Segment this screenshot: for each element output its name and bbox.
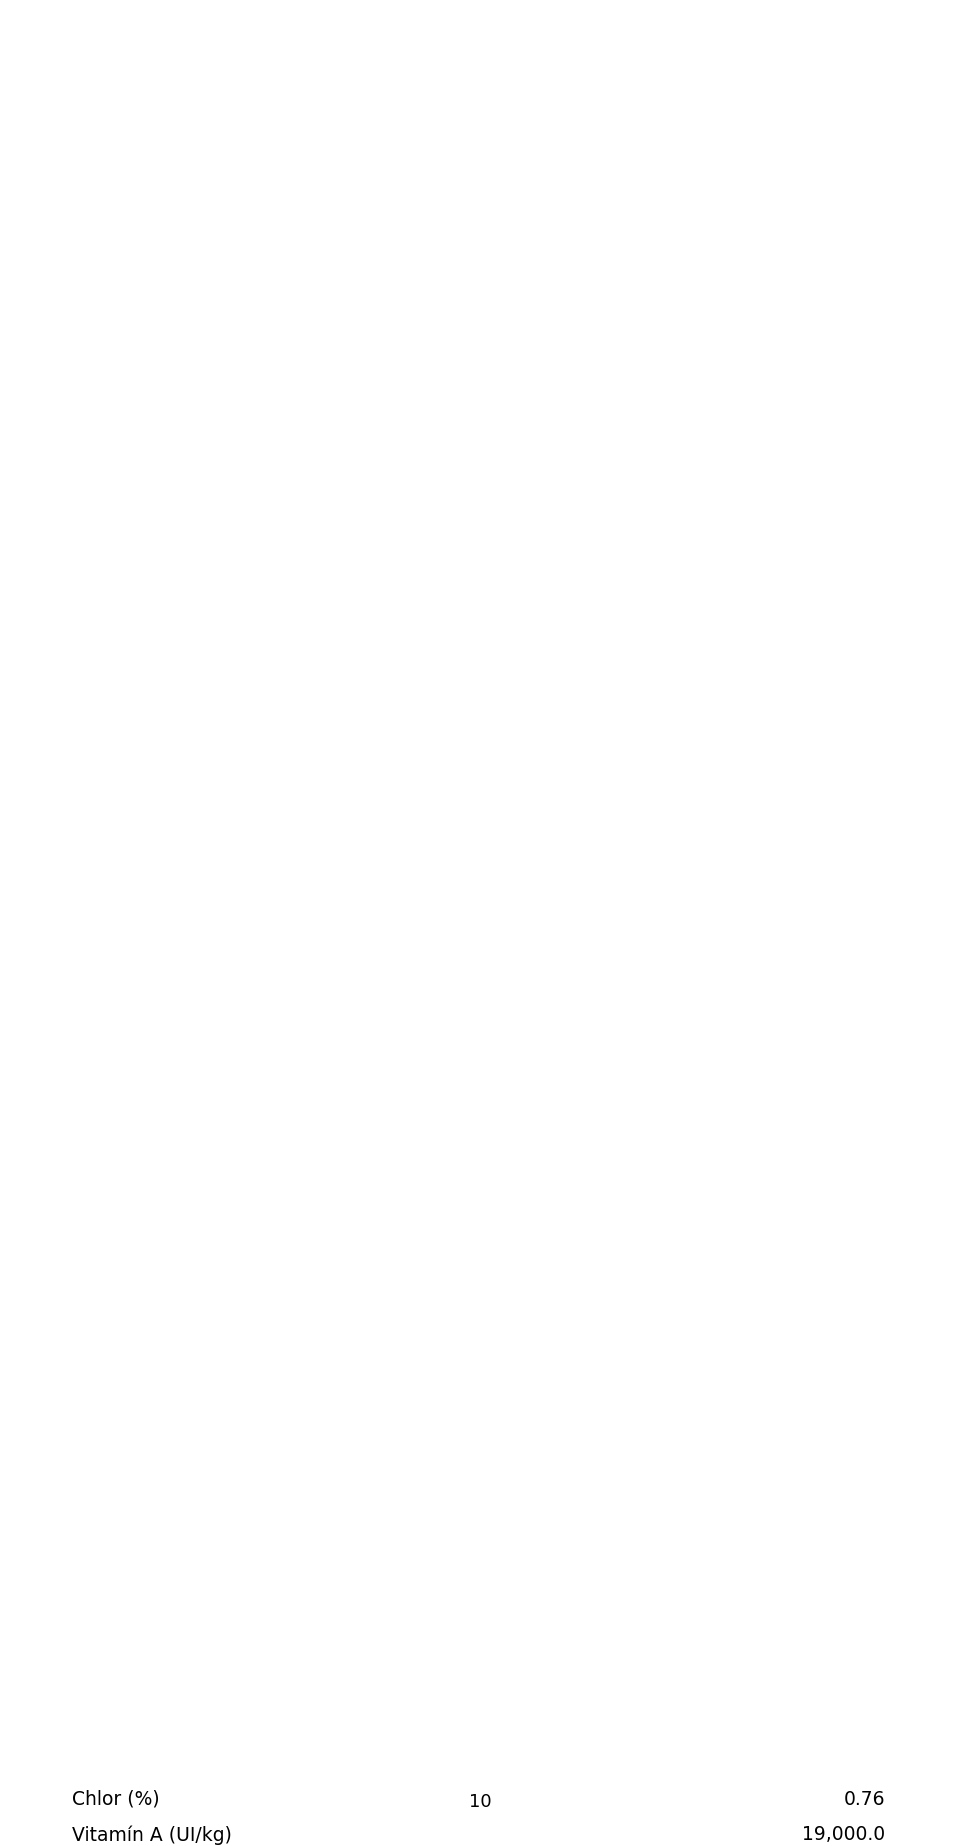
Text: Vitamín A (UI/kg): Vitamín A (UI/kg) (72, 1826, 232, 1844)
Text: 0.76: 0.76 (844, 1791, 885, 1809)
Text: 10: 10 (468, 1792, 492, 1811)
Text: 19,000.0: 19,000.0 (802, 1826, 885, 1844)
Text: Chlor (%): Chlor (%) (72, 1791, 159, 1809)
